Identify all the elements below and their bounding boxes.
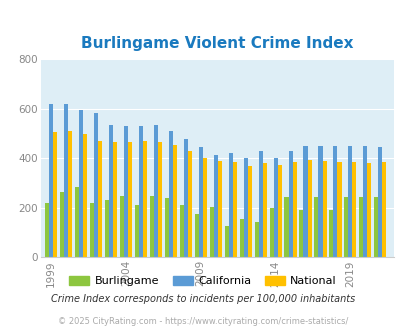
Bar — [352, 162, 356, 257]
Bar — [64, 104, 68, 257]
Bar — [109, 125, 113, 257]
Bar — [337, 162, 341, 257]
Bar — [273, 158, 277, 257]
Legend: Burlingame, California, National: Burlingame, California, National — [65, 271, 340, 290]
Bar — [213, 155, 217, 257]
Bar — [183, 139, 188, 257]
Bar — [104, 201, 109, 257]
Bar — [113, 142, 117, 257]
Bar — [377, 147, 382, 257]
Bar — [269, 208, 273, 257]
Bar — [209, 207, 213, 257]
Bar — [217, 161, 221, 257]
Bar — [153, 125, 158, 257]
Bar — [168, 131, 173, 257]
Bar — [124, 126, 128, 257]
Bar — [202, 158, 206, 257]
Bar — [98, 141, 102, 257]
Bar — [128, 142, 132, 257]
Bar — [362, 146, 367, 257]
Bar — [143, 141, 147, 257]
Bar — [79, 110, 83, 257]
Bar — [173, 145, 177, 257]
Bar — [45, 203, 49, 257]
Bar — [328, 211, 333, 257]
Bar — [158, 142, 162, 257]
Bar — [284, 197, 288, 257]
Bar — [358, 197, 362, 257]
Bar — [277, 165, 281, 257]
Bar — [313, 197, 318, 257]
Bar — [299, 211, 303, 257]
Bar — [149, 195, 153, 257]
Title: Burlingame Violent Crime Index: Burlingame Violent Crime Index — [81, 36, 353, 51]
Bar — [188, 151, 192, 257]
Text: © 2025 CityRating.com - https://www.cityrating.com/crime-statistics/: © 2025 CityRating.com - https://www.city… — [58, 317, 347, 326]
Bar — [134, 205, 139, 257]
Bar — [333, 146, 337, 257]
Bar — [247, 166, 251, 257]
Bar — [303, 146, 307, 257]
Bar — [60, 192, 64, 257]
Bar — [373, 197, 377, 257]
Bar — [94, 113, 98, 257]
Bar — [179, 205, 183, 257]
Bar — [83, 134, 87, 257]
Bar — [262, 163, 266, 257]
Bar — [68, 131, 72, 257]
Bar — [53, 132, 57, 257]
Bar — [75, 187, 79, 257]
Bar — [164, 198, 168, 257]
Bar — [254, 221, 258, 257]
Bar — [198, 147, 202, 257]
Bar — [288, 151, 292, 257]
Bar — [194, 214, 198, 257]
Bar — [382, 162, 386, 257]
Bar — [239, 219, 243, 257]
Bar — [322, 161, 326, 257]
Bar — [318, 146, 322, 257]
Bar — [49, 104, 53, 257]
Bar — [258, 151, 262, 257]
Bar — [367, 163, 371, 257]
Bar — [119, 195, 124, 257]
Text: Crime Index corresponds to incidents per 100,000 inhabitants: Crime Index corresponds to incidents per… — [51, 294, 354, 304]
Bar — [139, 126, 143, 257]
Bar — [224, 226, 228, 257]
Bar — [228, 153, 232, 257]
Bar — [343, 197, 347, 257]
Bar — [307, 160, 311, 257]
Bar — [347, 146, 352, 257]
Bar — [232, 162, 236, 257]
Bar — [243, 158, 247, 257]
Bar — [292, 162, 296, 257]
Bar — [90, 203, 94, 257]
